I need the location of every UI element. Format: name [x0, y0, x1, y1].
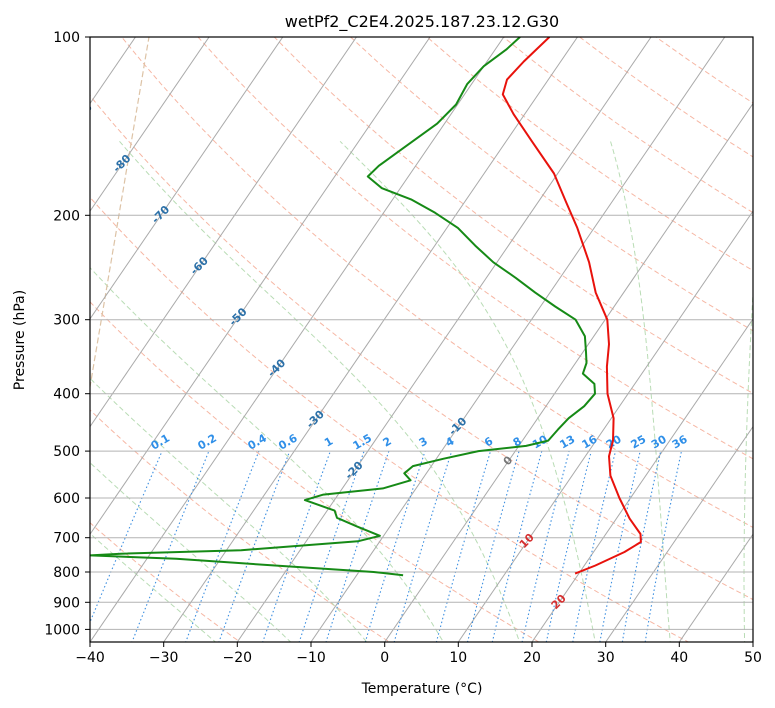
isotherm-line	[236, 37, 652, 642]
x-tick-label: 30	[597, 650, 615, 666]
axes: −40 −30 −20 −10 0 10 20 30 40 50 100 200 300 400 500 60…	[44, 30, 762, 666]
isotherm-line	[90, 37, 284, 320]
isotherm-line	[90, 37, 431, 536]
chart-title: wetPf2_C2E4.2025.187.23.12.G30	[285, 12, 559, 32]
plot-area	[90, 37, 753, 642]
y-tick-label: 600	[53, 491, 80, 507]
isotherm-label: -90	[72, 100, 95, 123]
x-tick-label: 0	[380, 650, 389, 666]
isotherm-line	[90, 37, 358, 428]
x-tick-label: 50	[744, 650, 762, 666]
isotherm-line	[457, 210, 753, 642]
x-axis-label: Temperature (°C)	[361, 681, 483, 697]
moist-adiabat	[119, 140, 521, 642]
x-tick-label: −20	[223, 650, 253, 666]
x-tick-label: −10	[296, 650, 326, 666]
isotherm-line	[310, 37, 726, 642]
y-tick-label: 100	[53, 30, 80, 46]
isotherm-line	[678, 533, 753, 642]
y-tick-label: 800	[53, 565, 80, 581]
y-tick-label: 500	[53, 444, 80, 460]
x-tick-label: −30	[149, 650, 179, 666]
y-tick-label: 400	[53, 387, 80, 403]
curved-reference-line	[90, 37, 150, 391]
moist-adiabat	[90, 461, 292, 642]
moist-adiabat	[743, 285, 753, 642]
moist-adiabat	[339, 140, 596, 642]
x-tick-label: 40	[670, 650, 688, 666]
dry-adiabat	[273, 37, 753, 394]
x-tick-label: 20	[523, 650, 541, 666]
y-tick-label: 900	[53, 595, 80, 611]
isotherm-line	[90, 37, 210, 212]
isotherm-line	[384, 102, 753, 642]
isotherm-line	[605, 425, 753, 642]
dry-adiabat	[90, 301, 540, 642]
pressure-gridlines	[90, 37, 753, 630]
y-axis-label: Pressure (hPa)	[12, 290, 28, 390]
plot-frame	[89, 36, 754, 643]
dry-adiabat	[349, 37, 753, 332]
y-tick-label: 1000	[44, 622, 80, 638]
moist-adiabat	[610, 141, 671, 642]
dry-adiabat	[121, 37, 753, 528]
isotherm-line	[163, 37, 579, 642]
y-tick-label: 200	[53, 208, 80, 224]
x-tick-label: 10	[449, 650, 467, 666]
isotherm-line	[531, 317, 753, 642]
dewpoint-trace	[90, 37, 596, 577]
sounding-traces	[90, 37, 642, 577]
dry-adiabat	[90, 522, 241, 642]
y-tick-label: 300	[53, 313, 80, 329]
moist-adiabat	[90, 377, 368, 642]
dry-adiabat	[90, 196, 690, 642]
temperature-trace	[501, 37, 642, 575]
isotherm-line	[90, 37, 505, 642]
y-tick-label: 700	[53, 531, 80, 547]
x-tick-label: −40	[75, 650, 105, 666]
